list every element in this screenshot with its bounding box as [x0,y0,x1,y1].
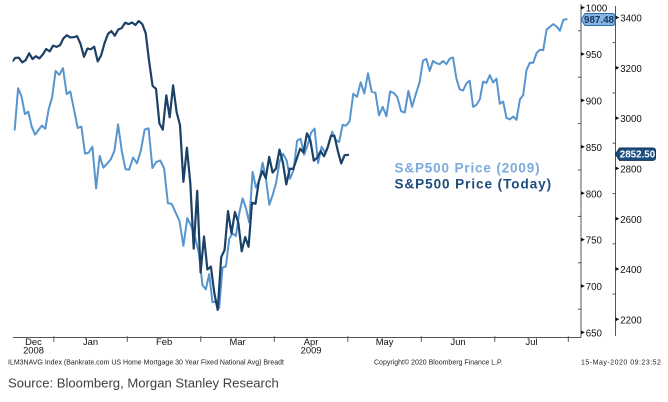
svg-text:2852.50: 2852.50 [620,150,656,161]
svg-text:Dec: Dec [25,336,42,347]
svg-text:987.48: 987.48 [584,15,615,26]
svg-text:Apr: Apr [304,336,319,347]
svg-text:2008: 2008 [23,345,44,356]
svg-text:3000: 3000 [620,114,642,125]
svg-text:700: 700 [586,282,603,293]
svg-text:900: 900 [586,97,603,108]
svg-text:650: 650 [586,329,603,340]
svg-text:Jan: Jan [83,336,98,347]
svg-text:Jul: Jul [526,336,538,347]
svg-text:Feb: Feb [156,336,172,347]
svg-text:S&P500 Price (Today): S&P500 Price (Today) [395,177,553,192]
svg-text:May: May [376,336,394,347]
svg-text:1000: 1000 [586,4,608,15]
svg-text:2009: 2009 [301,345,322,356]
svg-text:15-May-2020 09:23:52: 15-May-2020 09:23:52 [581,360,661,367]
svg-text:2200: 2200 [620,315,642,326]
svg-text:2600: 2600 [620,215,642,226]
svg-text:ILM3NAVG Index (Bankrate.com U: ILM3NAVG Index (Bankrate.com US Home Mor… [8,360,284,367]
svg-text:S&P500 Price (2009): S&P500 Price (2009) [395,161,541,176]
svg-text:3200: 3200 [620,64,642,75]
svg-text:800: 800 [586,189,603,200]
svg-text:3400: 3400 [620,14,642,25]
svg-text:2400: 2400 [620,265,642,276]
svg-text:950: 950 [586,50,603,61]
svg-text:850: 850 [586,143,603,154]
svg-text:Jun: Jun [451,336,466,347]
svg-text:2800: 2800 [620,165,642,176]
svg-text:Mar: Mar [230,336,246,347]
svg-text:750: 750 [586,236,603,247]
svg-text:Source: Bloomberg, Morgan Stan: Source: Bloomberg, Morgan Stanley Resear… [8,376,279,391]
svg-text:Copyright© 2020 Bloomberg Fina: Copyright© 2020 Bloomberg Finance L.P. [374,359,503,367]
